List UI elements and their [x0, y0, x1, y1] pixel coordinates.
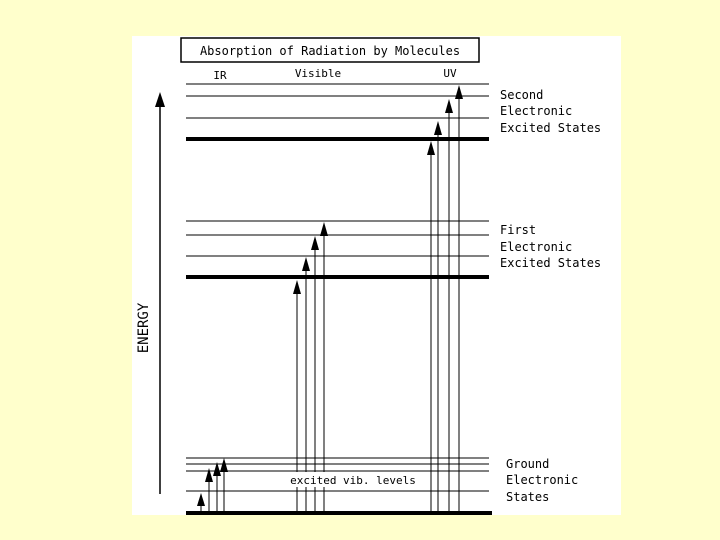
visible-arrowhead — [320, 222, 328, 236]
vib-label-backing — [284, 472, 424, 487]
second-label-line2: Electronic — [500, 104, 572, 118]
second-excited-label: Second Electronic Excited States — [500, 88, 601, 135]
uv-arrowhead — [427, 141, 435, 155]
first-label-line1: First — [500, 223, 536, 237]
ir-arrowhead — [197, 493, 205, 506]
energy-axis-label: ENERGY — [136, 302, 152, 353]
second-label-line1: Second — [500, 88, 543, 102]
diagram-title: Absorption of Radiation by Molecules — [200, 44, 460, 58]
energy-axis: ENERGY — [136, 92, 165, 494]
ground-label-line1: Ground — [506, 457, 549, 471]
visible-arrowhead — [302, 257, 310, 271]
uv-arrowhead — [445, 99, 453, 113]
title-frame — [180, 37, 480, 63]
ground-state-label: Ground Electronic States — [506, 457, 578, 504]
second-label-line3: Excited States — [500, 121, 601, 135]
uv-region-label: UV — [443, 67, 457, 80]
ir-arrowhead — [205, 468, 213, 482]
ir-region-label: IR — [213, 69, 227, 82]
title-box: Absorption of Radiation by Molecules — [180, 37, 480, 63]
visible-arrowhead — [311, 236, 319, 250]
first-label-line3: Excited States — [500, 256, 601, 270]
visible-arrowhead — [293, 280, 301, 294]
ground-label-line2: Electronic — [506, 473, 578, 487]
ground-label-line3: States — [506, 490, 549, 504]
first-label-line2: Electronic — [500, 240, 572, 254]
uv-arrowhead — [434, 121, 442, 135]
uv-arrowhead — [455, 85, 463, 99]
transition-arrows — [197, 85, 463, 513]
first-excited-label: First Electronic Excited States — [500, 223, 601, 270]
vib-levels-label: excited vib. levels — [290, 474, 416, 487]
ir-arrowhead — [213, 462, 221, 476]
second-excited-levels — [186, 83, 489, 141]
ir-arrowhead — [220, 458, 228, 472]
visible-region-label: Visible — [295, 67, 341, 80]
energy-axis-arrowhead — [155, 92, 165, 107]
first-excited-levels — [186, 220, 489, 279]
